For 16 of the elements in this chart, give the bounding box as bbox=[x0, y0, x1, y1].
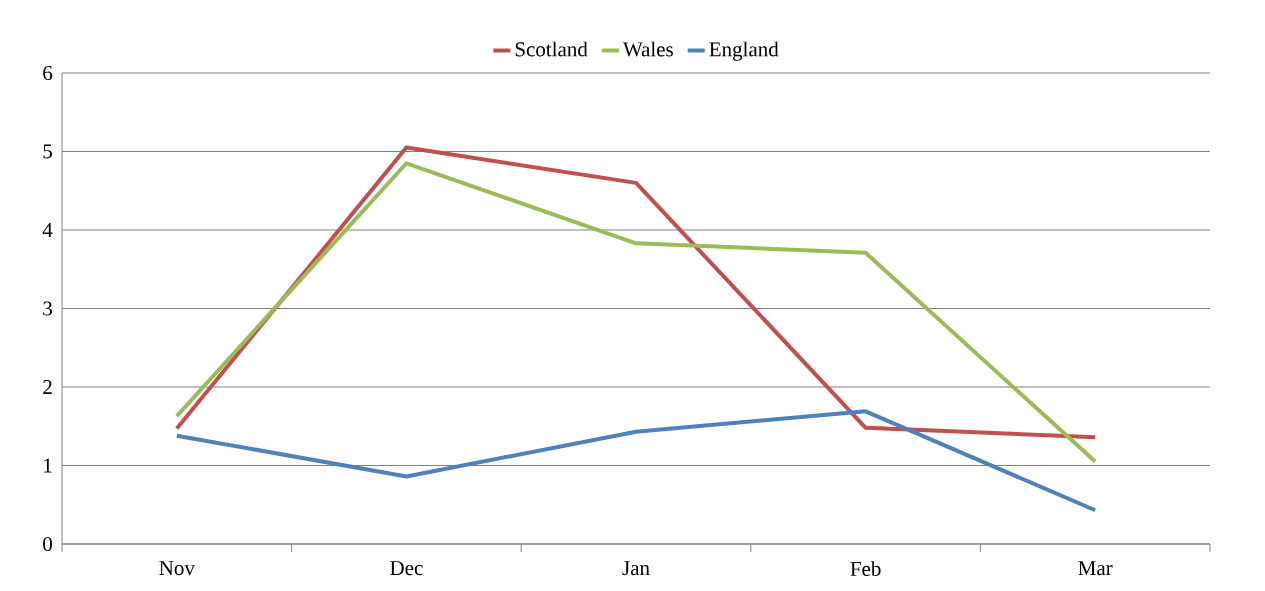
y-tick-label: 5 bbox=[43, 144, 52, 159]
y-tick-label: 6 bbox=[43, 65, 53, 81]
x-tick-label: Nov bbox=[159, 561, 195, 576]
y-tick-label: 3 bbox=[43, 301, 52, 316]
y-tick-label: 1 bbox=[44, 458, 52, 473]
x-tick-label: Dec bbox=[390, 561, 423, 576]
x-tick-label: Mar bbox=[1078, 561, 1113, 576]
y-tick-label: 0 bbox=[43, 536, 53, 552]
line-series bbox=[174, 409, 1098, 513]
y-tick-label: 2 bbox=[43, 380, 52, 394]
x-tick-label: Jan bbox=[622, 561, 650, 576]
y-tick-label: 4 bbox=[42, 223, 53, 237]
legend-label: England bbox=[709, 41, 779, 61]
legend-label: Scotland bbox=[515, 41, 588, 57]
x-tick-label: Feb bbox=[850, 561, 881, 576]
legend-label: Wales bbox=[622, 41, 673, 57]
